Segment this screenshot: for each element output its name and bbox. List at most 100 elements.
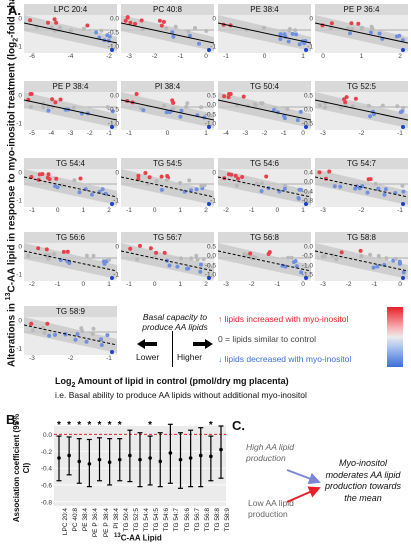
mini-chart-point [283,183,288,188]
mini-chart-point [359,26,364,31]
mini-chart-point [373,181,378,186]
mini-chart-point [77,190,82,195]
mini-chart-point [51,252,56,257]
mini-chart-point [128,246,133,251]
mini-chart-xtick: -2 [345,281,352,288]
mini-chart-point [401,202,405,206]
mini-chart-xtick: 1 [301,53,305,60]
mini-chart-ytick: -1 [16,197,22,205]
mini-chart-plot [315,169,408,206]
mini-chart-plot [315,15,408,52]
mini-chart-point [264,174,269,179]
mini-chart-xtick: -2 [67,355,74,362]
regression-line [121,176,214,198]
mini-chart-point [296,195,301,200]
forest-ytick: -0.2 [41,449,53,456]
mini-chart-strip: TG 58:9 [24,306,117,317]
regression-line [24,324,117,346]
mini-chart-title: TG 52:5 [347,82,376,91]
forest-xtick: LPC 20:4 [62,508,69,536]
mini-chart: TG 54:7 -3 -2 -1 0.4 0.0 -0.4 -0.8 [302,158,408,216]
mini-chart-ytick: -1 [113,197,119,205]
mini-chart-point [199,183,204,188]
mini-chart-ytick: 0 [115,243,119,251]
mini-chart-point [185,101,190,106]
legend-arrows [137,339,213,349]
mini-chart-point [394,256,398,261]
mini-chart-ytick: -1 [113,271,119,279]
mini-chart-point [252,102,257,107]
mini-chart-point [332,184,337,189]
mini-chart-point [53,332,57,337]
mini-chart-point [318,103,322,108]
forest-xtick: TG 56:7 [193,508,201,532]
mini-chart-strip: TG 52:5 [315,81,408,92]
mini-chart-point [54,20,59,25]
mini-chart-xtick: -3 [242,130,249,137]
mini-chart-xtick: -1 [126,130,132,137]
mini-chart-point [28,92,33,96]
mini-chart-point [65,249,70,254]
mini-chart-point [277,189,282,194]
mini-chart-point [350,104,355,109]
mini-chart-strip: TG 54:4 [24,158,117,169]
mini-chart-point [179,256,183,261]
mini-chart-ytick: -1.0 [107,120,119,128]
mini-chart-strip: PE 38:4 [218,4,311,15]
mini-chart-point [189,256,194,261]
mini-chart-xtick: 0 [152,281,157,288]
mini-chart-ytick: 0 [115,169,119,177]
forest-xtick: TG 58:9 [224,508,231,532]
mini-chart-xtick: 0 [165,130,170,137]
mini-chart-point [254,181,259,186]
mini-chart-point [343,100,348,105]
low-production-text: Low AA lipid production [248,498,294,519]
mini-chart-point [94,30,99,35]
mini-chart-point [45,254,50,258]
mini-chart-plot [121,243,214,280]
mini-chart-point [99,343,104,347]
forest-xtick: TG 58:8 [213,508,221,532]
mini-chart-xtick: -1 [126,281,132,288]
mini-chart-point [226,172,231,177]
mini-chart-point [280,263,285,268]
mini-chart-xtick: 1 [204,130,208,137]
mini-chart-point [202,183,207,188]
mini-chart-point [330,253,335,258]
mini-chart-point [100,187,105,192]
mini-chart-point [207,125,211,129]
mini-chart: TG 56:7 -1 0 1 2 0 -1 [113,232,214,290]
mini-chart-plot [121,92,214,129]
basal-title-line1: Basal capacity to [142,312,208,322]
legend-higher: Higher [177,352,203,362]
mini-chart-point [185,266,189,271]
mini-chart-point [400,38,405,43]
mini-chart-ytick: 0.5 [206,243,216,251]
mini-chart-point [376,186,381,191]
mini-chart-point [135,257,140,262]
mini-chart-ytick: 0.0 [206,101,216,109]
mini-chart-xtick: -1 [106,355,112,362]
mini-chart-ytick: -0.4 [301,188,313,196]
mini-chart-xtick: 1 [107,281,111,288]
mini-chart-point [78,176,83,181]
forest-point [148,456,152,460]
mini-chart-point [46,172,51,177]
forest-point [67,453,71,458]
mini-chart-point [240,175,245,179]
mini-chart-point [401,105,406,110]
mini-chart-point [167,263,172,268]
forest-point [97,457,102,462]
mini-chart-point [298,109,303,114]
forest-xtick: PE P 38:4 [102,508,110,538]
mini-chart-point [368,252,373,257]
mini-chart-plot [24,92,117,129]
mini-chart-point [324,176,328,181]
mini-chart-ytick: -1 [210,197,216,205]
mini-chart-point [222,94,227,99]
mini-chart-title: TG 54:5 [153,159,182,168]
mini-chart-strip: LPC 20:4 [24,4,117,15]
mini-chart-point [179,108,184,113]
mini-chart-xtick: -3 [126,53,132,60]
mini-chart-xtick: -4 [223,130,229,137]
